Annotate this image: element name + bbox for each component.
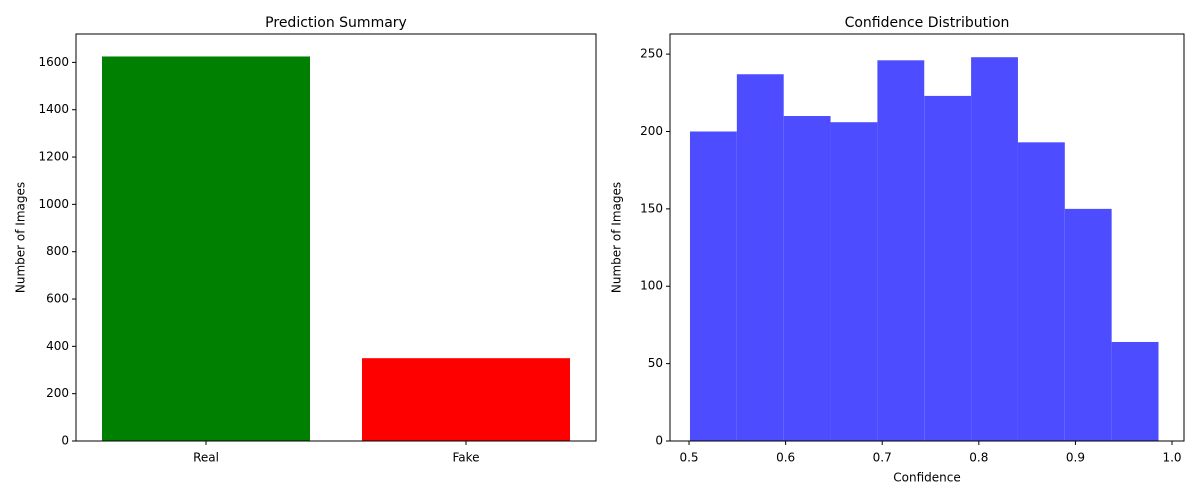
histogram-bar: [971, 57, 1018, 442]
x-tick-label: Real: [193, 451, 219, 465]
x-tick-label: Fake: [452, 451, 479, 465]
y-tick-label: 1200: [38, 150, 69, 164]
bar: [102, 56, 310, 442]
bar: [362, 358, 570, 441]
y-tick-label: 100: [640, 279, 663, 293]
histogram-bar: [736, 74, 784, 441]
y-tick-label: 800: [46, 244, 69, 258]
histogram-bar: [1017, 142, 1065, 441]
x-tick-label: 0.5: [679, 451, 698, 465]
x-tick-label: 1.0: [1162, 451, 1181, 465]
chart-title: Prediction Summary: [265, 15, 407, 31]
y-tick-label: 400: [46, 339, 69, 353]
histogram-bar: [1064, 208, 1112, 441]
x-axis-label: Confidence: [893, 471, 960, 485]
histogram-bar: [689, 131, 737, 441]
x-tick-label: 0.9: [1066, 451, 1085, 465]
y-tick-label: 0: [61, 434, 69, 448]
histogram-bar: [877, 60, 925, 441]
histogram-bar: [783, 116, 831, 441]
x-tick-label: 0.7: [873, 451, 892, 465]
y-tick-label: 200: [640, 124, 663, 138]
x-tick-label: 0.8: [969, 451, 988, 465]
y-tick-label: 250: [640, 47, 663, 61]
histogram-bar: [1111, 341, 1159, 441]
axes-frame: [669, 33, 1185, 442]
y-tick-label: 1400: [38, 102, 69, 116]
y-tick-label: 150: [640, 201, 663, 215]
x-tick-label: 0.6: [776, 451, 795, 465]
y-tick-label: 1600: [38, 55, 69, 69]
axes-frame: [75, 33, 597, 442]
y-tick-label: 600: [46, 292, 69, 306]
y-axis-label: Number of Images: [14, 182, 28, 293]
y-tick-label: 1000: [38, 197, 69, 211]
y-axis-label: Number of Images: [610, 182, 624, 293]
chart-title: Confidence Distribution: [845, 15, 1010, 31]
y-tick-label: 50: [648, 356, 663, 370]
histogram-bar: [830, 122, 878, 442]
y-tick-label: 200: [46, 386, 69, 400]
histogram-bar: [924, 95, 972, 442]
y-tick-label: 0: [655, 434, 663, 448]
